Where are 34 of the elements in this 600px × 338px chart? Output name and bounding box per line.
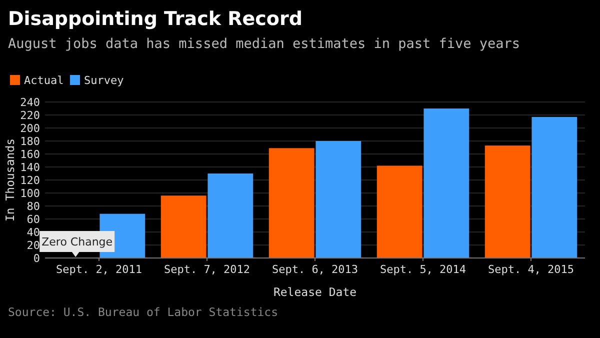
x-tick-label: Sept. 2, 2011 <box>56 263 142 276</box>
y-tick-label: 0 <box>33 252 40 265</box>
chart-title: Disappointing Track Record <box>8 8 302 30</box>
bar <box>484 146 530 258</box>
y-tick-label: 60 <box>26 212 40 226</box>
y-tick-label: 100 <box>20 186 40 200</box>
source-note: Source: U.S. Bureau of Labor Statistics <box>8 305 278 319</box>
y-tick-label: 120 <box>20 174 40 187</box>
bar <box>268 148 314 258</box>
bar <box>208 174 254 258</box>
y-tick-label: 20 <box>26 238 40 252</box>
y-tick-label: 160 <box>20 148 40 161</box>
x-tick-label: Sept. 7, 2012 <box>164 263 250 276</box>
annotation: Zero Change <box>42 236 113 248</box>
bar <box>376 166 422 258</box>
bar <box>424 108 470 258</box>
x-tick-label: Sept. 4, 2015 <box>488 263 574 276</box>
legend-label: Actual <box>24 74 64 87</box>
y-axis-title: In Thousands <box>3 138 17 222</box>
chart-subtitle: August jobs data has missed median estimates in past five years <box>8 36 520 52</box>
x-tick-label: Sept. 6, 2013 <box>272 263 358 276</box>
y-tick-label: 200 <box>20 122 40 135</box>
x-tick-label: Sept. 5, 2014 <box>380 263 466 276</box>
bar <box>532 116 578 258</box>
y-tick-label: 140 <box>20 160 40 174</box>
y-tick-label: 40 <box>26 226 40 239</box>
bar <box>316 141 362 258</box>
y-tick-label: 180 <box>20 134 40 148</box>
x-axis-title: Release Date <box>273 285 357 299</box>
legend-label: Survey <box>84 74 124 87</box>
y-tick-label: 80 <box>26 200 40 213</box>
y-tick-label: 240 <box>20 96 40 109</box>
bar <box>160 196 206 258</box>
y-tick-label: 220 <box>20 108 40 122</box>
